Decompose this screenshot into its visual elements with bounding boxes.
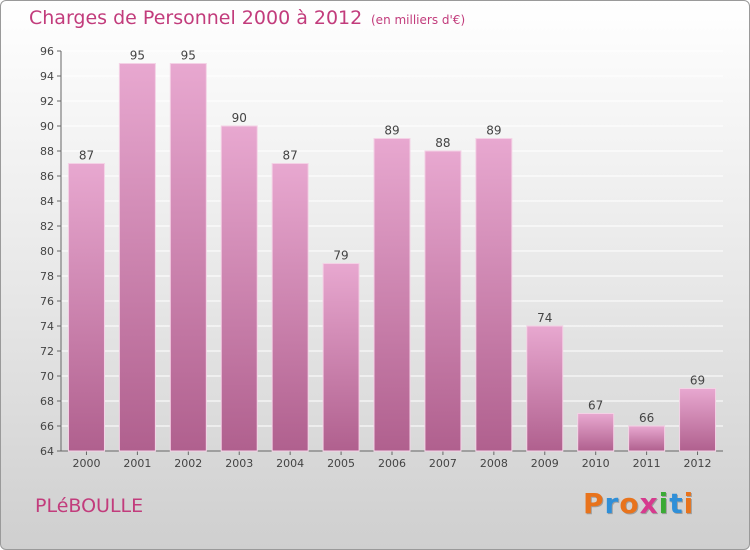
y-tick-label: 76: [40, 295, 54, 308]
x-tick-label: 2011: [633, 457, 661, 470]
x-tick-label: 2002: [174, 457, 202, 470]
bars: [67, 63, 717, 452]
y-tick-label: 84: [40, 195, 54, 208]
chart-subtitle: (en milliers d'€): [371, 13, 466, 27]
bar: [526, 325, 564, 452]
bar-value-label: 89: [486, 124, 501, 138]
bar-value-label: 95: [181, 49, 196, 63]
x-tick-label: 2000: [72, 457, 100, 470]
y-tick-label: 68: [40, 395, 54, 408]
x-tick-label: 2006: [378, 457, 406, 470]
brand-letter: o: [619, 487, 640, 520]
brand-letter: t: [669, 487, 684, 520]
bar-value-label: 87: [79, 149, 94, 163]
y-tick-label: 90: [40, 120, 54, 133]
labels: 64 66 68 70 72 74 76 78 80 82 84 86 88 90 92 94 96 87 2000…: [40, 45, 712, 470]
bar-value-label: 66: [639, 411, 654, 425]
bar-value-label: 88: [435, 136, 450, 150]
x-tick-label: 2001: [123, 457, 151, 470]
bar: [271, 163, 309, 452]
chart-title: Charges de Personnel 2000 à 2012: [29, 7, 363, 29]
bar: [67, 163, 105, 452]
brand-letter: i: [683, 487, 695, 520]
x-tick-label: 2005: [327, 457, 355, 470]
x-tick-label: 2007: [429, 457, 457, 470]
x-tick-label: 2010: [582, 457, 610, 470]
bar: [424, 150, 462, 452]
y-tick-label: 82: [40, 220, 54, 233]
bar-value-label: 89: [384, 124, 399, 138]
y-tick-label: 94: [40, 70, 54, 83]
bar-value-label: 79: [333, 249, 348, 263]
y-tick-label: 66: [40, 420, 54, 433]
bar: [373, 138, 411, 452]
x-tick-label: 2004: [276, 457, 304, 470]
bar: [118, 63, 156, 452]
y-tick-label: 92: [40, 95, 54, 108]
bar-value-label: 87: [283, 149, 298, 163]
brand-letter: x: [639, 487, 659, 520]
y-tick-label: 80: [40, 245, 54, 258]
brand-letter: P: [583, 487, 605, 520]
location-name: PLéBOULLE: [35, 495, 144, 517]
bar: [628, 425, 666, 452]
bar: [475, 138, 513, 452]
bar-value-label: 69: [690, 374, 705, 388]
brand-logo: Proxiti: [583, 487, 694, 520]
brand-letter: i: [658, 487, 670, 520]
bar-value-label: 74: [537, 311, 552, 325]
bar: [169, 63, 207, 452]
bar-value-label: 95: [130, 49, 145, 63]
y-tick-label: 86: [40, 170, 54, 183]
bar-value-label: 90: [232, 111, 247, 125]
y-tick-label: 74: [40, 320, 54, 333]
brand-letter: r: [604, 487, 620, 520]
y-tick-label: 70: [40, 370, 54, 383]
x-tick-label: 2003: [225, 457, 253, 470]
bar: [577, 413, 615, 452]
y-tick-label: 88: [40, 145, 54, 158]
y-tick-label: 64: [40, 445, 54, 458]
y-tick-label: 96: [40, 45, 54, 58]
x-tick-label: 2009: [531, 457, 559, 470]
y-tick-label: 78: [40, 270, 54, 283]
x-tick-label: 2012: [684, 457, 712, 470]
x-tick-label: 2008: [480, 457, 508, 470]
bar: [220, 125, 258, 452]
bar: [679, 388, 717, 452]
bar: [322, 263, 360, 452]
bar-value-label: 67: [588, 399, 603, 413]
y-tick-label: 72: [40, 345, 54, 358]
